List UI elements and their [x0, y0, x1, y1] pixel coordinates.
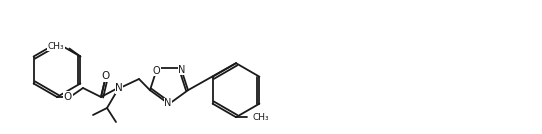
Text: N: N [115, 83, 123, 93]
Text: N: N [164, 98, 172, 108]
Text: O: O [152, 66, 160, 76]
Text: CH₃: CH₃ [252, 113, 269, 122]
Text: O: O [64, 92, 72, 102]
Text: N: N [178, 65, 185, 75]
Text: CH₃: CH₃ [48, 42, 64, 51]
Text: O: O [102, 71, 110, 81]
